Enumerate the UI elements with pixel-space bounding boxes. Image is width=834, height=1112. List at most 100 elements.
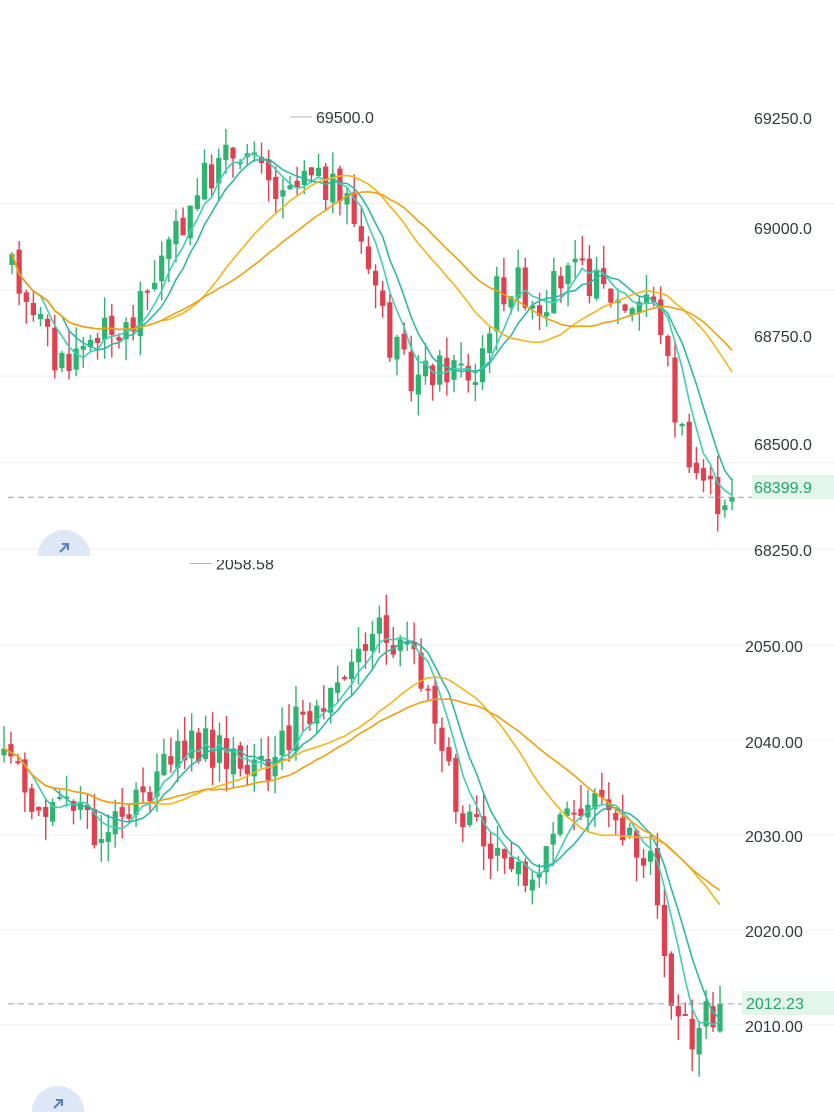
candle [70,799,77,825]
candle-body [73,348,79,370]
candle-body [37,313,44,320]
candle-body [351,192,357,224]
candle [182,717,188,770]
chart-panel-bottom[interactable]: 2058.58 2050.00 2040.00 2030.00 2020.00 … [0,560,834,1112]
candle-body [147,792,153,802]
candle-body [529,879,535,891]
chart-panel-top[interactable]: 69500.0 69250.0 69000.0 68750.0 68500.0 … [0,0,834,556]
candle [244,744,250,786]
candle-body [30,302,36,316]
ma-slow-line [3,676,721,906]
candle-body [601,268,607,285]
candle [572,240,578,279]
candle-body [422,360,429,377]
candle [501,848,508,875]
candle-body [679,423,685,427]
candle [314,699,320,734]
candle-body [501,849,508,859]
candle [620,794,626,846]
candle [571,799,577,831]
candle [112,799,118,848]
candle [87,334,94,352]
candle-body [130,317,136,332]
candle [328,687,334,724]
candle-body [529,305,535,309]
candle-body [446,747,452,762]
price-chart-bottom[interactable]: 2058.58 2050.00 2040.00 2030.00 2020.00 … [0,560,834,1112]
current-price-badge [752,475,834,499]
candle [722,499,728,518]
candle [293,686,299,761]
candle-body [140,786,146,793]
arrow-up-right-icon [53,1099,63,1109]
candle [344,187,350,225]
candle [601,245,607,289]
candle [453,753,459,824]
candle [544,289,550,327]
candle [474,795,480,822]
candle-body [508,296,514,308]
candle [365,236,372,274]
candle [439,717,445,773]
candle-body [22,759,28,793]
candle [715,455,721,532]
candle [348,649,355,697]
candle [425,684,431,701]
candle [432,676,438,745]
candle-body [579,258,585,261]
candle [488,831,494,880]
price-chart-top[interactable]: 69500.0 69250.0 69000.0 68750.0 68500.0 … [0,0,834,556]
candle [578,785,584,821]
candle-body [640,858,647,866]
candle-body [63,796,70,799]
candle [196,727,202,764]
candle [686,413,692,473]
candle-body [348,661,355,680]
candle [119,787,125,839]
candle [494,266,500,351]
candle-body [376,617,382,634]
candle [147,786,153,812]
candle [693,447,699,480]
candle [66,330,72,380]
candle [80,336,86,369]
candle-body [415,374,421,395]
candle-body [159,255,165,282]
candle [564,801,570,818]
high-marker: 2058.58 [190,560,274,573]
candle-body [722,505,728,511]
candle [408,335,414,402]
candle-body [715,477,721,515]
candle [300,700,306,732]
candle [109,304,115,358]
candle-body [173,220,179,245]
candle-body [643,294,650,303]
candle [390,626,396,658]
candle [43,798,49,840]
candle [258,738,264,769]
candle [251,141,257,162]
candle-body [230,147,236,159]
candle [265,736,271,792]
candle-body [668,953,674,1006]
candle-body [216,157,222,184]
candle [362,632,369,669]
candle [358,206,364,254]
candle-body [112,811,118,835]
candle [422,343,429,385]
candle-body [59,352,65,369]
candle [1,726,7,763]
candle-body [622,304,628,311]
candle [105,814,111,862]
candle-body [126,814,132,819]
candle-body [686,421,692,468]
candle [23,289,29,324]
candle-body [29,788,35,812]
candle-body [335,682,341,693]
candle-body [650,296,657,302]
candle-body [266,159,272,181]
ma-fast-line [11,153,733,496]
candle-body [380,290,386,306]
ma-fast-line [3,636,721,1026]
candle-body [592,792,598,810]
